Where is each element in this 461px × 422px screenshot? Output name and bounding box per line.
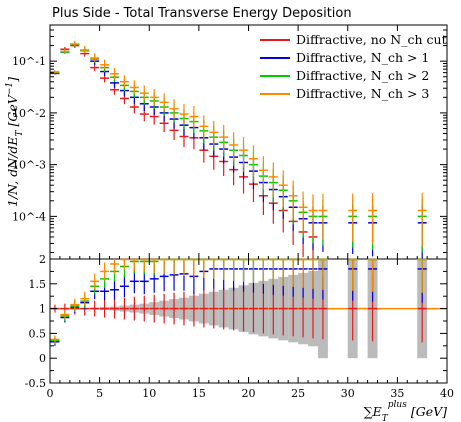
x-tick-label: 25 xyxy=(291,387,305,400)
x-tick-label: 15 xyxy=(192,387,206,400)
ratio-uncertainty-band xyxy=(50,259,447,359)
ratio-tick-label: -0.5 xyxy=(25,377,46,390)
x-tick-label: 30 xyxy=(341,387,355,400)
x-tick-label: 5 xyxy=(96,387,103,400)
ratio-tick-label: 0 xyxy=(39,352,46,365)
x-axis-label: ∑ETplus [GeV] xyxy=(364,400,447,422)
y-tick-label: 10^-2 xyxy=(12,107,46,120)
ratio-tick-label: 1.5 xyxy=(29,278,47,291)
legend-entry: Diffractive, no N_ch cut xyxy=(296,32,447,47)
x-tick-label: 0 xyxy=(47,387,54,400)
ratio-tick-label: 2 xyxy=(39,253,46,266)
x-tick-label: 10 xyxy=(142,387,156,400)
x-tick-label: 20 xyxy=(242,387,256,400)
ratio-tick-label: 0.5 xyxy=(29,327,47,340)
y-tick-label: 10^-3 xyxy=(12,159,46,172)
axes-group: 0 5 10 15 20 25 30 35 4010^-410^-310^-210^-1-0.5… xyxy=(12,24,454,400)
main-series-group xyxy=(50,40,427,259)
x-tick-label: 35 xyxy=(390,387,404,400)
y-tick-label: 10^-4 xyxy=(12,210,46,223)
legend: Diffractive, no N_ch cut Diffractive, N_c… xyxy=(260,32,447,101)
chart-title: Plus Side - Total Transverse Energy Depo… xyxy=(52,6,352,21)
legend-entry: Diffractive, N_ch > 1 xyxy=(296,50,429,65)
y-axis-label: 1/N, dN/dET [GeV−1] xyxy=(5,77,25,207)
ratio-tick-label: 1 xyxy=(39,303,46,316)
x-tick-label: 40 xyxy=(440,387,454,400)
legend-entry: Diffractive, N_ch > 3 xyxy=(296,86,429,101)
ratio-series-group xyxy=(50,258,427,346)
y-tick-label: 10^-1 xyxy=(12,55,46,68)
legend-entry: Diffractive, N_ch > 2 xyxy=(296,68,429,83)
